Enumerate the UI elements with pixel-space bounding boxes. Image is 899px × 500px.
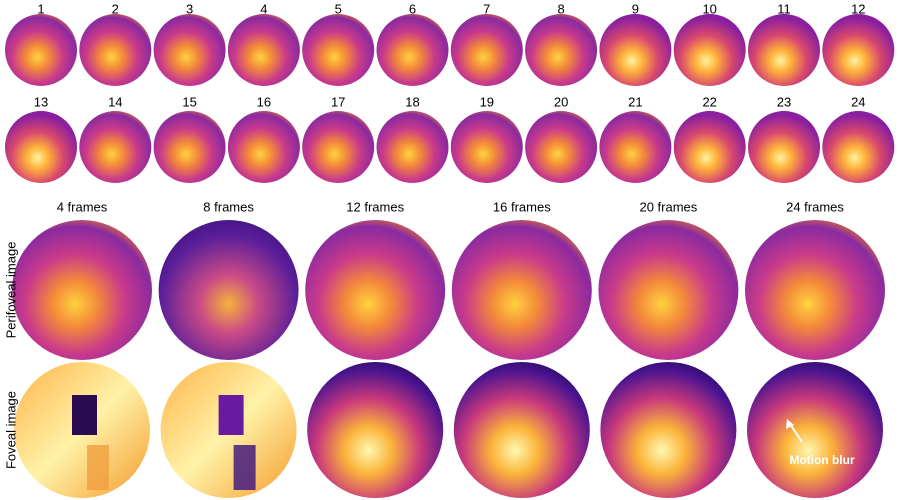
frame-thumbnail xyxy=(5,111,77,183)
frame-thumbnail xyxy=(228,111,300,183)
frame-number: 7 xyxy=(483,1,490,16)
frame-number: 9 xyxy=(632,1,639,16)
foveal-block xyxy=(219,395,244,435)
perifoveal-image xyxy=(12,220,152,360)
row-label: Foveal image xyxy=(3,391,18,469)
frame-number: 8 xyxy=(557,1,564,16)
perifoveal-image xyxy=(305,220,445,360)
frame-thumbnail xyxy=(451,111,523,183)
column-label: 20 frames xyxy=(639,199,697,214)
frame-number: 5 xyxy=(335,1,342,16)
frame-number: 15 xyxy=(182,94,196,109)
frame-number: 14 xyxy=(108,94,122,109)
frame-number: 17 xyxy=(331,94,345,109)
frame-number: 16 xyxy=(257,94,271,109)
perifoveal-image xyxy=(745,220,885,360)
frame-number: 22 xyxy=(702,94,716,109)
frame-number: 1 xyxy=(37,1,44,16)
frame-number: 2 xyxy=(112,1,119,16)
frame-thumbnail xyxy=(822,14,894,86)
frame-number: 3 xyxy=(186,1,193,16)
frame-thumbnail xyxy=(228,14,300,86)
frame-number: 13 xyxy=(34,94,48,109)
frame-thumbnail xyxy=(599,14,671,86)
frame-thumbnail xyxy=(748,14,820,86)
column-label: 4 frames xyxy=(57,199,108,214)
frame-number: 23 xyxy=(777,94,791,109)
column-label: 16 frames xyxy=(493,199,551,214)
frame-thumbnail xyxy=(79,111,151,183)
frame-number: 4 xyxy=(260,1,267,16)
frame-thumbnail xyxy=(599,111,671,183)
foveal-image xyxy=(747,362,883,498)
frame-thumbnail xyxy=(302,111,374,183)
perifoveal-image xyxy=(452,220,592,360)
frame-thumbnail xyxy=(674,14,746,86)
foveal-image xyxy=(307,362,443,498)
frame-thumbnail xyxy=(5,14,77,86)
frame-thumbnail xyxy=(377,14,449,86)
frame-thumbnail xyxy=(302,14,374,86)
frame-thumbnail xyxy=(525,14,597,86)
frame-number: 11 xyxy=(777,1,791,16)
column-label: 12 frames xyxy=(346,199,404,214)
annotation: Motion blur xyxy=(789,453,855,467)
frame-thumbnail xyxy=(79,14,151,86)
frame-number: 12 xyxy=(851,1,865,16)
foveal-block xyxy=(87,445,109,490)
frame-thumbnail xyxy=(748,111,820,183)
frame-number: 10 xyxy=(702,1,716,16)
frame-number: 18 xyxy=(405,94,419,109)
column-label: 8 frames xyxy=(203,199,254,214)
column-label: 24 frames xyxy=(786,199,844,214)
frame-thumbnail xyxy=(674,111,746,183)
foveal-block xyxy=(72,395,97,435)
frame-number: 6 xyxy=(409,1,416,16)
frame-thumbnail xyxy=(154,111,226,183)
frame-thumbnail xyxy=(377,111,449,183)
frame-thumbnail xyxy=(451,14,523,86)
frame-number: 20 xyxy=(554,94,568,109)
frame-number: 21 xyxy=(628,94,642,109)
foveal-image xyxy=(600,362,736,498)
figure: 1234567891011121314151617181920212223244… xyxy=(0,0,899,500)
frame-thumbnail xyxy=(154,14,226,86)
frame-thumbnail xyxy=(822,111,894,183)
perifoveal-image xyxy=(159,220,299,360)
foveal-block xyxy=(234,445,256,490)
frame-number: 24 xyxy=(851,94,865,109)
frame-thumbnail xyxy=(525,111,597,183)
row-label: Perifoveal image xyxy=(3,242,18,339)
perifoveal-image xyxy=(598,220,738,360)
frame-number: 19 xyxy=(480,94,494,109)
foveal-image xyxy=(454,362,590,498)
